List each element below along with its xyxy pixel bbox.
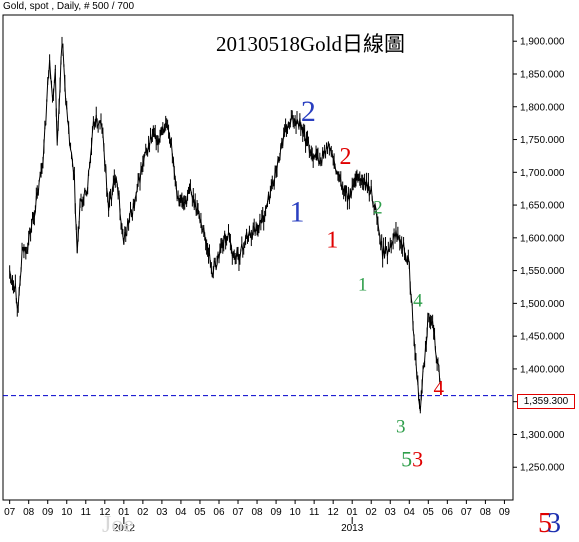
price-line	[9, 44, 442, 411]
wave-label: 1	[358, 274, 368, 295]
badge-digit-a: 5	[538, 508, 552, 539]
x-tick-label: 10	[61, 507, 73, 518]
wave-label: 3	[396, 416, 406, 437]
y-tick-label: 1,250.000	[520, 463, 565, 474]
x-tick-label: 09	[271, 507, 283, 518]
x-tick-label: 08	[251, 507, 263, 518]
x-tick-label: 05	[423, 507, 435, 518]
y-tick-label: 1,300.000	[520, 430, 565, 441]
x-axis: 07 08 09 10 11 12 01 02 03 04 05 06 07 08 09 10 11 12 01 02…	[4, 500, 510, 534]
x-tick-label: 08	[480, 507, 492, 518]
year-label: 2012	[113, 523, 136, 534]
wave-label: 2	[301, 95, 316, 128]
x-tick-label: 12	[99, 507, 111, 518]
x-tick-label: 09	[42, 507, 54, 518]
wave-label: 2	[340, 144, 352, 170]
y-tick-label: 1,900.000	[520, 37, 565, 48]
y-tick-label: 1,650.000	[520, 201, 565, 212]
instrument-header: Gold, spot , Daily, # 500 / 700	[3, 1, 135, 12]
x-tick-label: 03	[385, 507, 397, 518]
x-tick-label: 06	[213, 507, 225, 518]
wave-label-53: 53	[401, 447, 423, 472]
x-tick-label: 03	[156, 507, 168, 518]
y-tick-label: 1,400.000	[520, 364, 565, 375]
price-series	[9, 36, 442, 414]
x-tick-label: 06	[442, 507, 454, 518]
y-tick-label: 1,450.000	[520, 332, 565, 343]
wave-badge: 53	[538, 508, 561, 540]
last-price-label: 1,359.300	[517, 394, 575, 409]
y-tick-label: 1,800.000	[520, 102, 565, 113]
wave-label: 4	[434, 376, 445, 400]
y-tick-label: 1,500.000	[520, 299, 565, 310]
y-tick-label: 1,700.000	[520, 168, 565, 179]
x-tick-label: 07	[232, 507, 244, 518]
badge-digit-b: 3	[547, 508, 561, 539]
wave-label: 4	[413, 291, 423, 312]
watermark: Joe	[102, 512, 134, 538]
x-tick-label: 09	[499, 507, 511, 518]
x-tick-label: 08	[23, 507, 35, 518]
x-tick-label: 01	[118, 507, 130, 518]
y-tick-label: 1,850.000	[520, 69, 565, 80]
x-tick-label: 05	[194, 507, 206, 518]
wave-label: 1	[326, 228, 338, 254]
x-tick-label: 01	[347, 507, 359, 518]
chart-title: 20130518Gold日線圖	[216, 32, 405, 56]
year-label: 2013	[341, 523, 364, 534]
x-tick-label: 10	[290, 507, 302, 518]
x-tick-label: 12	[328, 507, 340, 518]
x-tick-label: 02	[366, 507, 378, 518]
plot-frame	[2, 14, 514, 501]
y-tick-label: 1,600.000	[520, 233, 565, 244]
wave-label: 2	[373, 198, 383, 219]
x-tick-label: 02	[137, 507, 149, 518]
x-tick-label: 11	[81, 507, 92, 518]
wave-label-5: 5	[401, 447, 412, 472]
wave-label: 1	[290, 195, 305, 228]
x-tick-label: 11	[309, 507, 320, 518]
y-tick-label: 1,750.000	[520, 135, 565, 146]
x-tick-label: 04	[404, 507, 416, 518]
x-tick-label: 07	[4, 507, 16, 518]
y-tick-label: 1,550.000	[520, 266, 565, 277]
x-tick-label: 07	[461, 507, 473, 518]
x-tick-label: 04	[175, 507, 187, 518]
wave-label-3: 3	[412, 447, 423, 472]
